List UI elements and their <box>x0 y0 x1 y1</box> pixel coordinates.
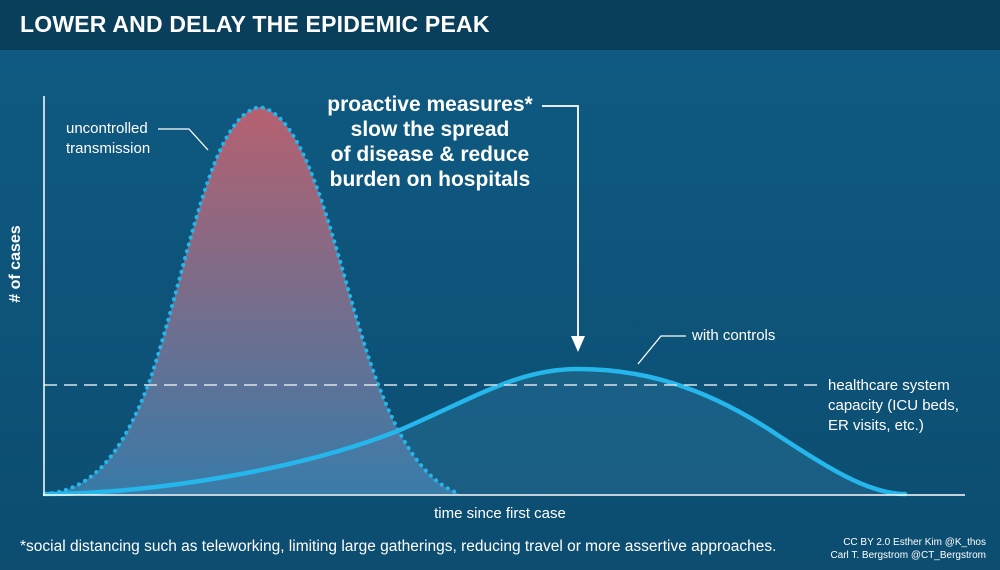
controls-leader-line <box>637 335 686 365</box>
capacity-label: healthcare system capacity (ICU beds, ER… <box>828 376 978 436</box>
uncontrolled-label: uncontrolled transmission <box>66 119 161 159</box>
callout-line: burden on hospitals <box>329 168 531 191</box>
uncontrolled-label-line: uncontrolled <box>66 120 148 137</box>
controlled-curve <box>42 366 908 497</box>
callout-line: proactive measures* <box>327 93 533 116</box>
y-axis-label: # of cases <box>7 225 24 303</box>
callout-line: slow the spread <box>350 118 510 141</box>
capacity-label-line: ER visits, etc.) <box>828 417 924 434</box>
uncontrolled-curve <box>43 104 462 496</box>
uncontrolled-leader-line <box>158 128 209 151</box>
controlled-curve-fill <box>45 369 905 494</box>
capacity-label-line: healthcare system <box>828 377 950 394</box>
with-controls-label: with controls <box>692 327 776 344</box>
page-title: LOWER AND DELAY THE EPIDEMIC PEAK <box>20 11 490 37</box>
x-axis-label: time since first case <box>434 505 566 522</box>
credits-line: Carl T. Bergstrom @CT_Bergstrom <box>830 550 986 561</box>
uncontrolled-curve-fill <box>45 107 460 494</box>
uncontrolled-label-line: transmission <box>66 140 151 157</box>
callout-line: of disease & reduce <box>330 143 530 166</box>
callout-text: proactive measures* slow the spread of d… <box>300 92 560 192</box>
title-bar: LOWER AND DELAY THE EPIDEMIC PEAK <box>0 0 1000 50</box>
footnote: *social distancing such as teleworking, … <box>20 538 777 555</box>
callout-arrow <box>542 105 579 338</box>
credits-line: CC BY 2.0 Esther Kim @K_thos <box>843 537 986 548</box>
credits: CC BY 2.0 Esther Kim @K_thos Carl T. Ber… <box>830 536 986 562</box>
callout-arrowhead <box>571 336 585 352</box>
capacity-label-line: capacity (ICU beds, <box>828 397 959 414</box>
